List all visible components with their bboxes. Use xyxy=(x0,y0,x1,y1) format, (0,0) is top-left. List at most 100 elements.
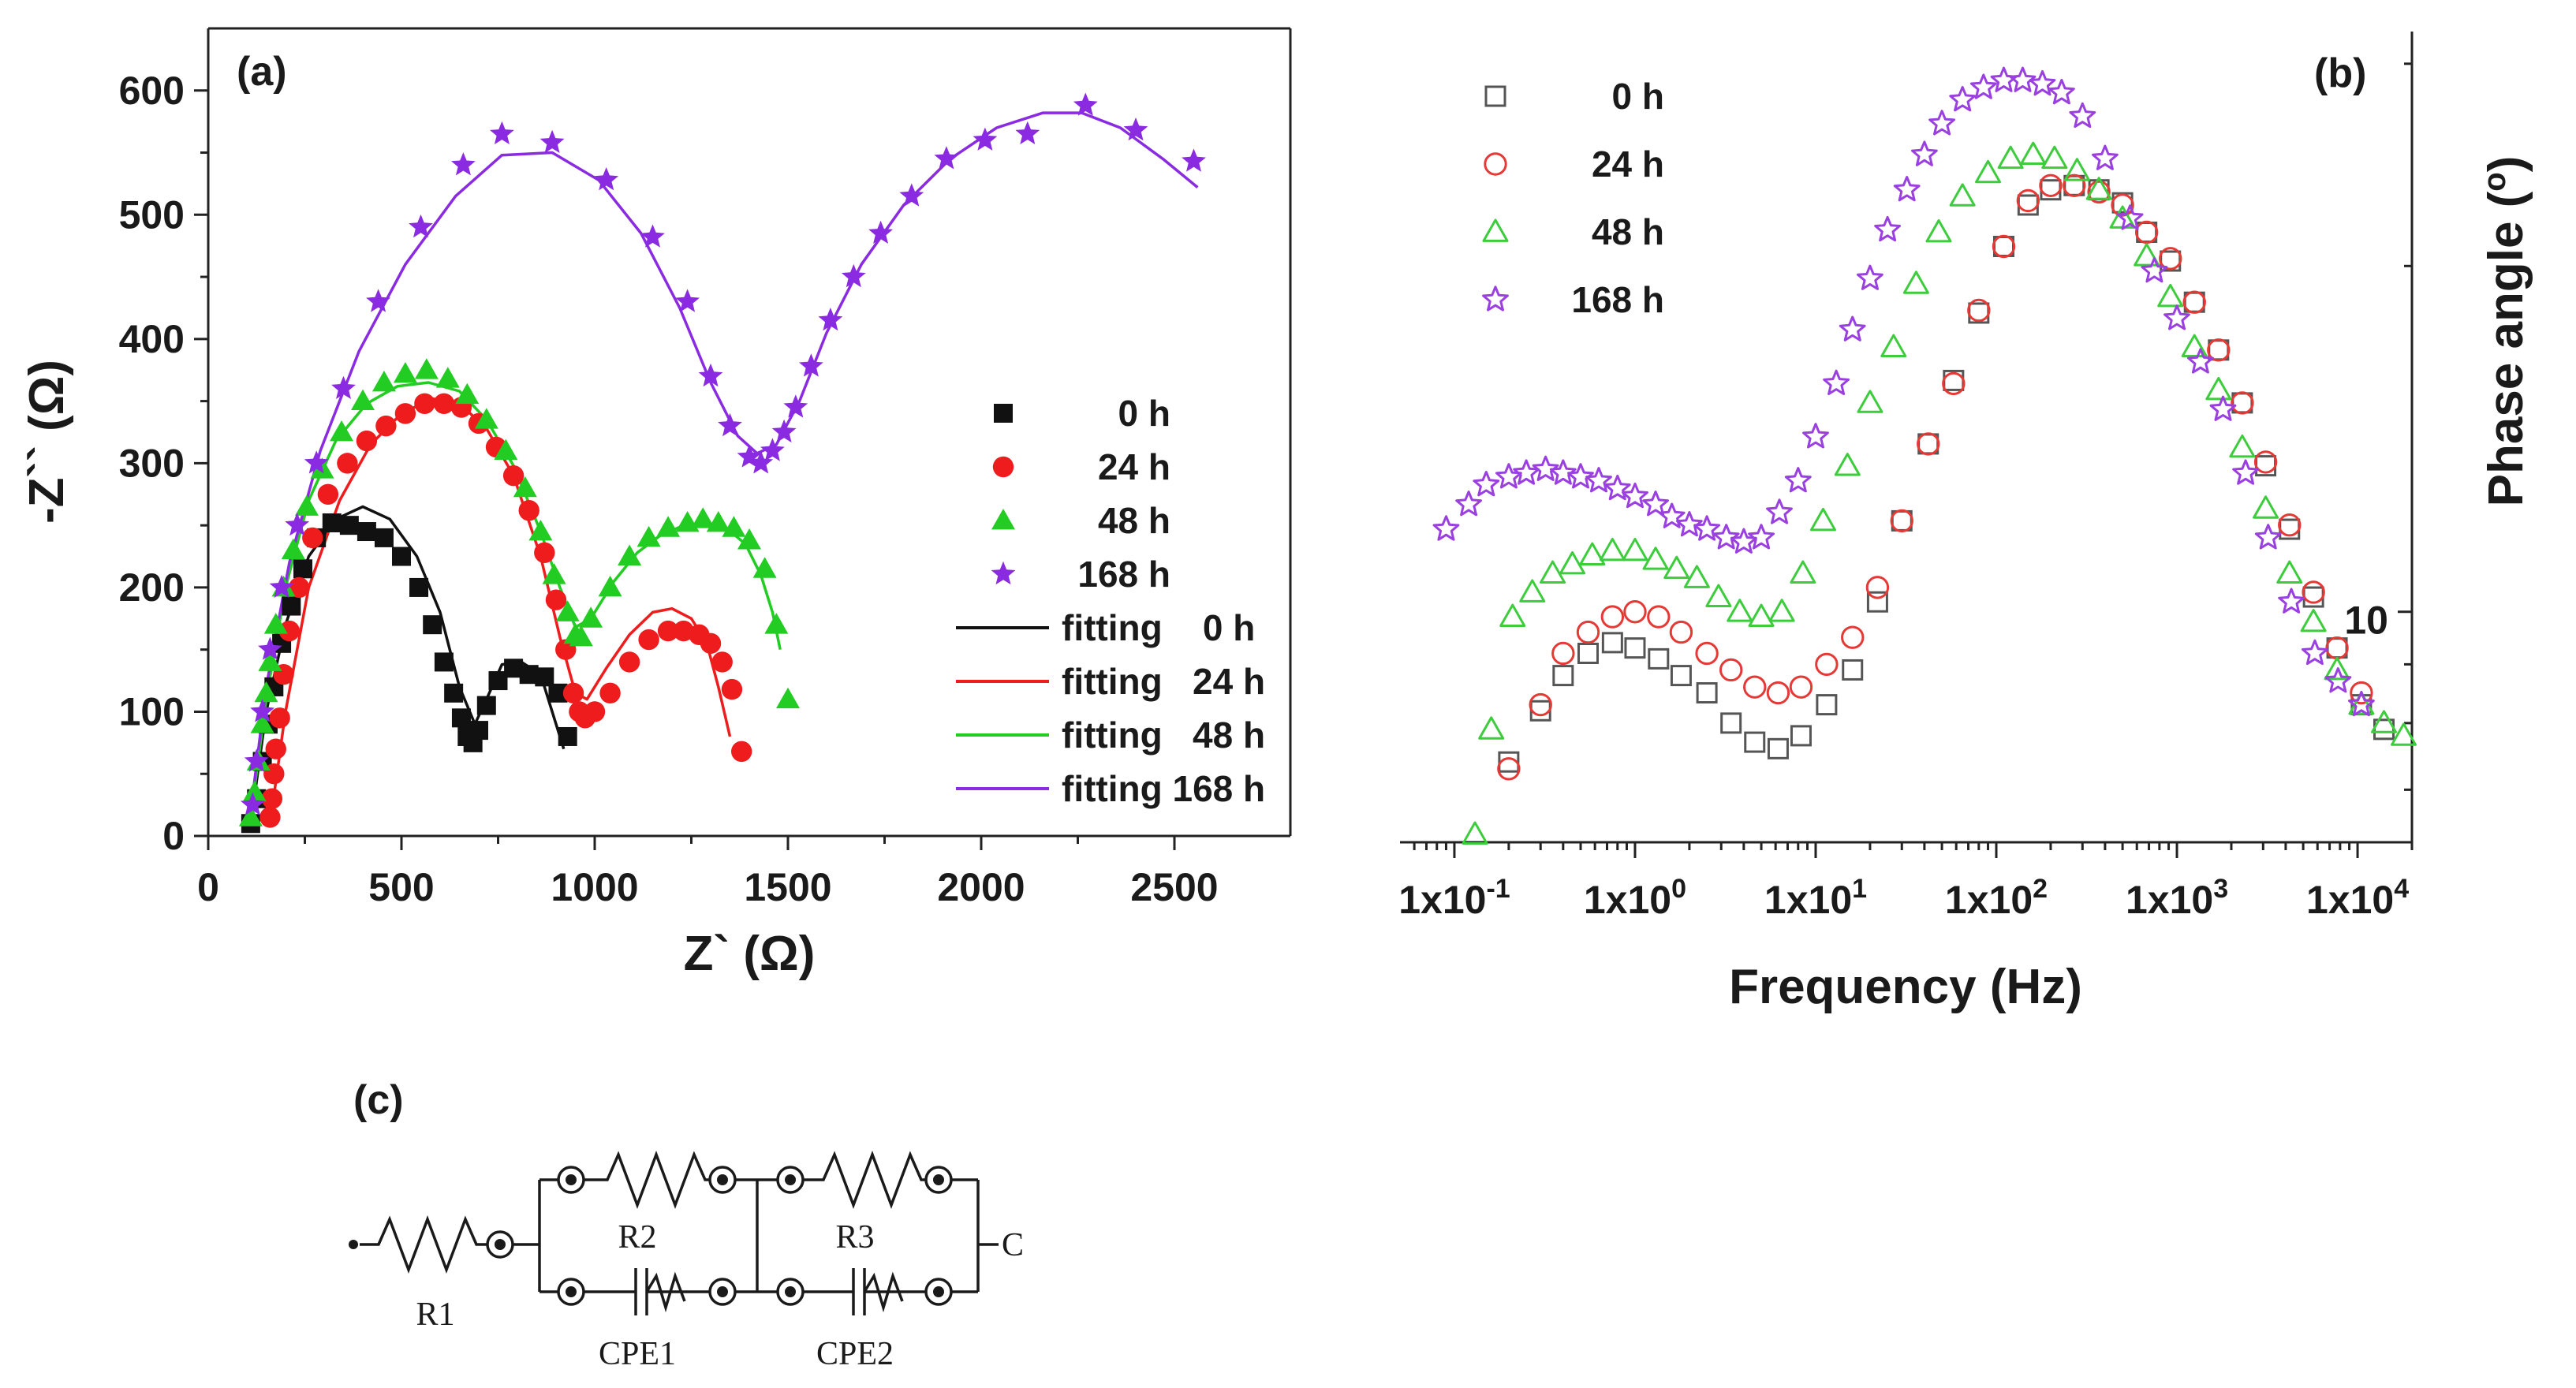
point-b-168-h xyxy=(2116,204,2144,230)
point-b-0-h xyxy=(1790,725,1812,747)
point-b-24-h xyxy=(1551,641,1575,666)
point-a-48-h xyxy=(579,606,603,628)
point-a-48-h xyxy=(258,650,282,671)
point-a-24-h xyxy=(721,678,743,700)
panel-a-fit-lines xyxy=(249,111,1199,824)
point-a-168-h xyxy=(269,574,294,598)
panel-a-y-tick-label: 0 xyxy=(162,814,185,858)
point-b-24-h xyxy=(1669,620,1693,644)
point-b-24-h xyxy=(2039,174,2063,197)
point-a-168-h xyxy=(771,419,797,443)
point-a-168-h xyxy=(841,263,866,288)
point-a-0-h xyxy=(451,708,471,728)
point-a-24-h xyxy=(534,542,555,564)
panel-b-x-tick-label: 1x101 xyxy=(1764,874,1867,922)
point-b-0-h xyxy=(1767,737,1789,759)
point-a-168-h xyxy=(250,699,274,722)
point-a-168-h xyxy=(490,121,514,144)
point-a-168-h xyxy=(818,308,843,331)
label-r2: R2 xyxy=(618,1219,656,1256)
point-b-0-h xyxy=(1744,731,1766,753)
point-b-24-h xyxy=(2134,220,2159,244)
point-a-24-h xyxy=(518,500,539,521)
point-b-168-h xyxy=(1857,264,1883,290)
point-a-48-h xyxy=(494,438,518,461)
node-cpe2-left xyxy=(776,1278,805,1306)
panel-c-label: (c) xyxy=(353,1077,404,1123)
point-a-168-h xyxy=(594,167,619,191)
point-b-168-h xyxy=(2069,102,2096,129)
point-a-168-h xyxy=(675,289,700,312)
point-b-48-h xyxy=(2229,434,2256,458)
point-b-48-h xyxy=(2300,609,2327,632)
point-b-24-h xyxy=(2302,580,2325,604)
point-b-48-h xyxy=(2324,656,2350,681)
point-b-48-h xyxy=(1663,555,1690,580)
point-b-24-h xyxy=(2278,513,2302,537)
point-b-24-h xyxy=(2087,180,2111,204)
point-b-0-h xyxy=(1552,665,1574,687)
panel-b-x-tick-label: 1x104 xyxy=(2306,874,2409,922)
node-r2-left xyxy=(557,1166,585,1194)
point-a-24-h xyxy=(711,651,733,673)
panel-b-x-tick-label: 1x103 xyxy=(2126,874,2228,922)
legend-label: fitting 48 h xyxy=(1062,715,1265,756)
resistor-r3 xyxy=(757,1151,978,1209)
point-b-24-h xyxy=(1497,757,1521,781)
point-a-24-h xyxy=(562,682,584,704)
point-b-168-h xyxy=(1712,524,1740,550)
point-b-168-h xyxy=(2009,66,2037,92)
point-b-24-h xyxy=(1865,576,1890,599)
point-b-48-h xyxy=(1683,565,1710,588)
point-a-48-h xyxy=(238,805,263,826)
panel-a-y-tick-label: 300 xyxy=(119,441,185,485)
point-a-48-h xyxy=(598,575,622,597)
point-b-168-h xyxy=(1513,459,1540,485)
point-b-48-h xyxy=(1540,560,1566,584)
point-b-48-h xyxy=(1949,183,1976,207)
point-b-168-h xyxy=(1949,86,1977,112)
series-line-fitting-168-h xyxy=(249,111,1199,812)
panel-a-x-tick-label: 0 xyxy=(197,865,219,909)
panel-a-x-tick-label: 2000 xyxy=(937,865,1025,909)
point-b-24-h xyxy=(1766,681,1790,705)
panel-b-legend: 0 h 24 h 48 h 168 h xyxy=(1482,76,1664,320)
point-b-168-h xyxy=(1969,73,1997,99)
point-a-48-h xyxy=(414,358,439,379)
point-a-168-h xyxy=(640,224,665,248)
panel-a-y-tick-label: 600 xyxy=(119,69,185,113)
point-b-168-h xyxy=(1603,474,1631,501)
legend-marker-0-h xyxy=(994,404,1013,423)
point-a-168-h xyxy=(868,220,893,244)
point-a-168-h xyxy=(244,748,269,772)
point-a-168-h xyxy=(285,513,310,536)
point-a-48-h xyxy=(569,625,593,647)
point-b-24-h xyxy=(1719,658,1743,682)
point-b-48-h xyxy=(1519,579,1546,603)
legend-b-marker-0-h xyxy=(1484,85,1506,107)
point-b-168-h xyxy=(1874,215,1901,242)
point-a-0-h xyxy=(444,683,464,703)
point-b-48-h xyxy=(1880,334,1907,357)
point-a-48-h xyxy=(752,557,777,578)
point-b-24-h xyxy=(1789,675,1813,699)
point-b-168-h xyxy=(1549,459,1577,485)
point-a-24-h xyxy=(657,620,679,642)
point-a-168-h xyxy=(1015,121,1040,144)
panel-a-y-ticks: 0 100 200 300 400 500 600 xyxy=(119,69,208,858)
point-b-168-h xyxy=(1676,511,1703,537)
point-b-0-h xyxy=(1648,647,1670,670)
point-a-168-h xyxy=(934,146,959,170)
point-a-48-h xyxy=(263,613,288,634)
legend-label: 0 h xyxy=(1118,393,1170,434)
point-b-48-h xyxy=(1997,145,2024,170)
point-a-48-h xyxy=(776,687,800,709)
point-b-48-h xyxy=(1462,821,1488,845)
point-a-168-h xyxy=(973,127,998,151)
point-b-48-h xyxy=(1478,716,1505,740)
point-a-48-h xyxy=(474,408,498,429)
point-b-168-h xyxy=(2232,459,2259,485)
panel-a-x-title: Z` (Ω) xyxy=(684,927,816,981)
legend-marker-48-h xyxy=(991,509,1015,530)
panel-a-x-tick-label: 2500 xyxy=(1130,865,1218,909)
